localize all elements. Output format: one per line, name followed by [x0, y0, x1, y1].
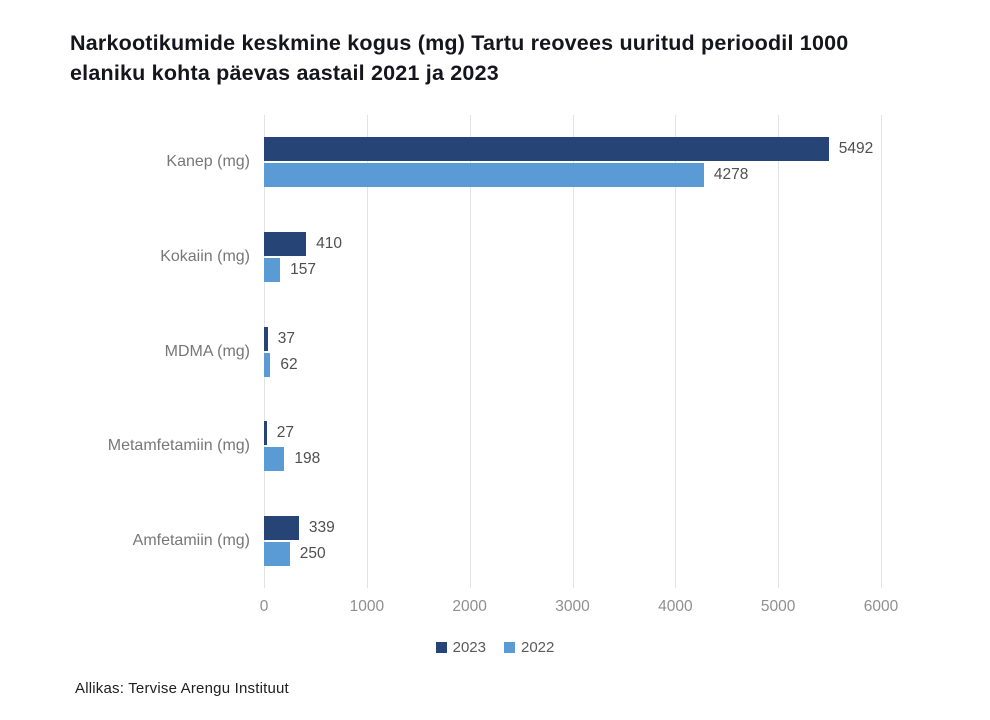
bar-2023-kanep-mg: [264, 137, 829, 162]
gridline: [572, 115, 574, 588]
gridline: [675, 115, 677, 588]
value-label: 198: [294, 450, 321, 468]
gridline: [264, 115, 265, 588]
chart-title: Narkootikumide keskmine kogus (mg) Tartu…: [70, 31, 849, 85]
bar-2022-metamfetamiin-mg: [264, 447, 285, 472]
category-label: Metamfetamiin (mg): [107, 437, 250, 455]
gridline: [366, 115, 368, 588]
category-label: Kanep (mg): [166, 153, 250, 171]
bar-2023-kokaiin-mg: [264, 231, 307, 256]
plot-area: 5492 4278 410 157 37 62 27 198 339 250: [264, 115, 920, 588]
value-label: 157: [290, 260, 317, 278]
bar-2023-amfetamiin-mg: [264, 515, 299, 540]
x-tick-label: 1000: [349, 598, 385, 615]
value-label: 62: [280, 355, 298, 373]
value-label: 410: [316, 234, 343, 252]
x-tick-label: 3000: [555, 598, 590, 615]
gridline: [469, 115, 471, 588]
x-axis-ticks: 0 1000 2000 3000 4000 5000 6000: [260, 596, 920, 618]
bar-2022-kanep-mg: [264, 163, 704, 188]
bar-2022-mdma-mg: [264, 352, 271, 377]
x-tick-label: 5000: [760, 598, 796, 615]
source-text: Allikas: Tervise Arengu Instituut: [75, 680, 289, 697]
bar-2022-kokaiin-mg: [264, 257, 281, 282]
category-axis: Kanep (mg) Kokaiin (mg) MDMA (mg) Metamfeta…: [0, 115, 264, 588]
legend-item-2023: 2023: [435, 639, 486, 656]
value-label: 250: [299, 544, 326, 562]
legend-label: 2022: [521, 639, 555, 656]
bar-2023-metamfetamiin-mg: [264, 421, 267, 446]
legend-swatch-icon: [435, 642, 447, 653]
x-tick-label: 0: [259, 598, 269, 615]
legend-item-2022: 2022: [504, 639, 554, 656]
category-label: MDMA (mg): [164, 342, 250, 360]
x-tick-label: 4000: [658, 598, 693, 615]
category-label: Amfetamiin (mg): [132, 531, 250, 549]
value-label: 339: [308, 518, 335, 536]
value-label: 4278: [713, 166, 749, 184]
value-label: 5492: [838, 140, 874, 158]
legend-label: 2023: [452, 639, 486, 656]
x-tick-label: 6000: [863, 598, 899, 615]
gridline: [778, 115, 780, 588]
x-tick-label: 2000: [452, 598, 487, 615]
category-label: Kokaiin (mg): [160, 247, 250, 265]
value-label: 27: [276, 424, 295, 442]
gridline: [881, 115, 882, 588]
bar-2023-mdma-mg: [264, 326, 268, 351]
legend-swatch-icon: [504, 642, 515, 653]
value-label: 37: [277, 329, 296, 347]
legend: 2023 2022: [0, 639, 990, 656]
bar-2022-amfetamiin-mg: [264, 541, 290, 566]
